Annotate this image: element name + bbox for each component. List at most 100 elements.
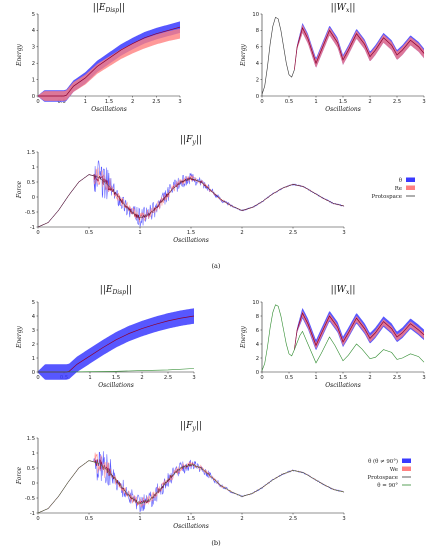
b1-ytick-label: 0 [32, 370, 35, 376]
b2-series-theta90 [261, 304, 425, 371]
b1-xtick-label: 1 [88, 375, 91, 381]
b1-ytick-label: 5 [32, 300, 35, 306]
b3-ytick-label: 0 [32, 481, 35, 487]
legend-a-label: Protospace [371, 194, 402, 200]
a2-ytick-label: 2 [256, 77, 259, 83]
a1-xtick-label: 1 [84, 99, 87, 105]
legend-a-label: Re [395, 186, 402, 192]
b1-ylabel: Energy [16, 325, 23, 349]
a3-ytick-label: 1 [32, 165, 35, 171]
a2-ytick-label: 8 [256, 28, 259, 34]
b2-ylabel: Energy [240, 325, 247, 349]
b3-series-protospace [37, 460, 345, 514]
b1-xtick-label: 2.5 [164, 375, 172, 381]
a2-ytick-label: 6 [256, 45, 259, 51]
legend-a-swatch [406, 185, 415, 190]
legend-a-label: θ [399, 178, 402, 184]
chart-a2: ||Wx|| 0 0.5 1 1.5 2 2.5 3 0 2 4 6 8 10 Oscillations En… [240, 3, 426, 113]
b1-xtick-label: 3 [192, 375, 195, 381]
a2-ylabel: Energy [240, 43, 247, 67]
a3-xtick-label: 2 [240, 230, 243, 236]
a3-xtick-label: 0.5 [85, 230, 93, 236]
b2-xtick-label: 0.5 [285, 375, 293, 381]
legend-a: θ Re Protospace [371, 177, 415, 200]
a2-title: ||Wx|| [331, 3, 356, 14]
b1-ytick-label: 3 [32, 328, 35, 334]
a3-xlabel: Oscillations [173, 237, 209, 244]
a1-xtick-label: 0 [36, 99, 39, 105]
a1-xtick-label: 2.5 [152, 99, 160, 105]
a2-xtick-label: 2.5 [393, 99, 401, 105]
a3-xtick-label: 1.5 [187, 230, 195, 236]
b1-title: ||EDisp|| [100, 285, 132, 296]
b2-mean-line [294, 312, 425, 350]
a2-xtick-label: 1.5 [339, 99, 347, 105]
a2-series-protospace [261, 16, 295, 95]
chart-b3: ||Fy||0 0.5 1 1.5 2 2.5 3-1-0.500.511.5Oscilla… [16, 421, 346, 530]
b2-ytick-label: 2 [256, 356, 259, 362]
chart-a1: ||EDisp|| 0 0.5 1 1.5 2 2.5 3 0 1 2 3 4 5 Oscillations… [16, 3, 182, 113]
b3-xtick-label: 1.5 [187, 516, 195, 522]
b1-xtick-label: 2 [140, 375, 143, 381]
a1-ytick-label: 4 [32, 28, 36, 34]
b3-xtick-label: 0 [36, 516, 39, 522]
a2-xlabel: Oscillations [325, 106, 361, 113]
a1-band-re [38, 28, 180, 101]
a1-ytick-label: 5 [32, 12, 35, 18]
a1-ytick-label: 2 [32, 61, 35, 67]
b2-ytick-label: 0 [256, 370, 259, 376]
a1-xtick-label: 3 [178, 99, 181, 105]
a1-ytick-label: 1 [32, 77, 35, 83]
a3-ytick-label: 0.5 [27, 180, 35, 186]
b3-series-theta [37, 451, 345, 514]
a3-title: ||Fy|| [180, 135, 202, 146]
b2-xtick-label: 2 [368, 375, 371, 381]
legend-a-swatch [406, 177, 415, 182]
b2-xtick-label: 1 [314, 375, 317, 381]
b3-series-re [37, 452, 345, 514]
a3-xtick-label: 1 [138, 230, 141, 236]
a1-mean-line [38, 26, 181, 97]
a2-mean-line [294, 26, 425, 70]
a1-xlabel: Oscillations [91, 106, 127, 113]
legend-b-swatch [402, 466, 411, 471]
a3-ytick-label: -1 [30, 225, 35, 231]
a3-series-mean [37, 173, 345, 228]
a2-xtick-label: 1 [314, 99, 317, 105]
a2-band-re [294, 24, 424, 71]
legend-b-label: θ = 90° [377, 483, 398, 489]
b2-xtick-label: 3 [422, 375, 425, 381]
b1-xlabel: Oscillations [98, 382, 134, 389]
a1-ytick-label: 0 [32, 94, 35, 100]
a2-xtick-label: 0.5 [285, 99, 293, 105]
a3-ytick-label: -0.5 [25, 210, 35, 216]
a1-ytick-label: 3 [32, 45, 35, 51]
legend-b: θ (θ ≠ 90°) We Protospace θ = 90° [367, 458, 411, 489]
b1-ytick-label: 2 [32, 342, 35, 348]
a1-title: ||EDisp|| [93, 3, 125, 14]
b3-xtick-label: 2.5 [289, 516, 297, 522]
a3-xtick-label: 3 [342, 230, 345, 236]
a1-ylabel: Energy [16, 43, 23, 67]
b3-xtick-label: 1 [138, 516, 141, 522]
a3-ytick-label: 0 [32, 195, 35, 201]
a1-xtick-label: 0.5 [58, 99, 66, 105]
caption-b: (b) [211, 539, 221, 547]
b1-mean-line [38, 315, 195, 373]
b3-ytick-label: -0.5 [25, 496, 35, 502]
b1-ytick-label: 1 [32, 356, 35, 362]
a1-xtick-label: 1.5 [105, 99, 113, 105]
b2-xtick-label: 2.5 [393, 375, 401, 381]
legend-b-label: Protospace [367, 475, 398, 481]
b2-xlabel: Oscillations [325, 382, 361, 389]
legend-b-swatch [402, 458, 411, 463]
b1-xtick-label: 1.5 [112, 375, 120, 381]
b3-ylabel: Force [16, 466, 23, 485]
a2-ytick-label: 4 [256, 61, 260, 67]
a2-xtick-label: 0 [260, 99, 263, 105]
b3-ytick-label: -1 [30, 511, 35, 517]
chart-b1: ||EDisp||00.511.522.53012345Oscillations… [16, 285, 196, 389]
b2-xtick-label: 1.5 [339, 375, 347, 381]
b3-title: ||Fy|| [180, 421, 202, 432]
